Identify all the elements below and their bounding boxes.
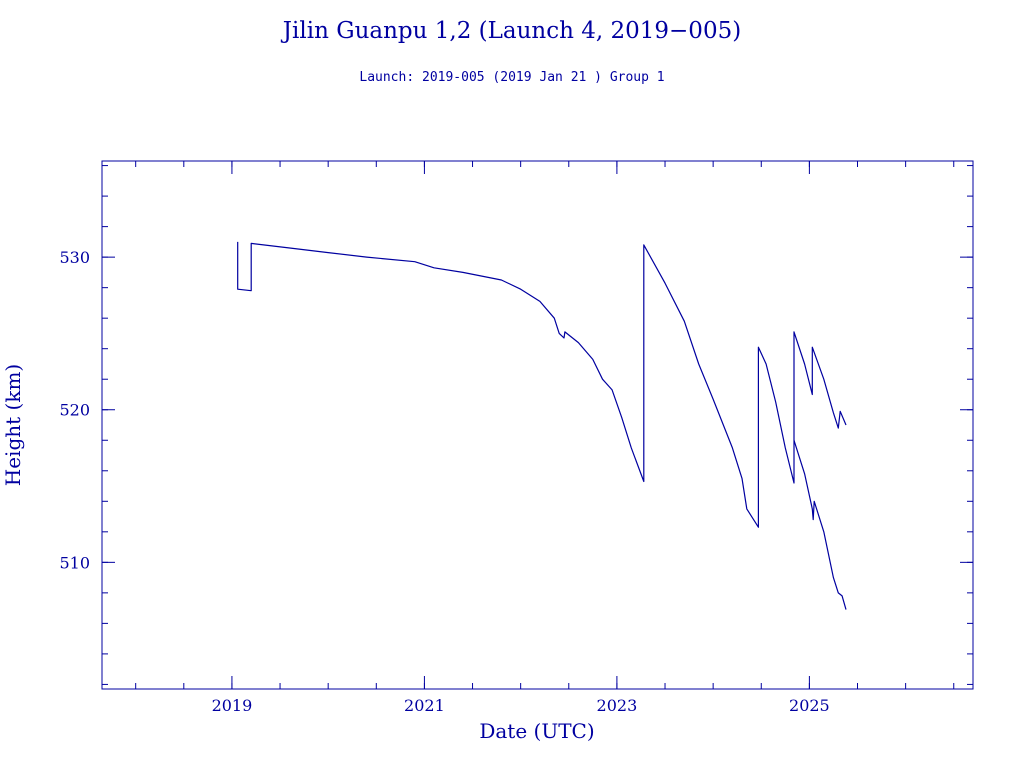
chart-title: Jilin Guanpu 1,2 (Launch 4, 2019−005) — [281, 18, 741, 44]
chart-subtitle: Launch: 2019-005 (2019 Jan 21 ) Group 1 — [359, 70, 664, 85]
x-tick-label: 2025 — [789, 696, 830, 715]
series-line-1 — [237, 241, 847, 528]
y-tick-label: 510 — [59, 553, 90, 572]
x-tick-label: 2019 — [212, 696, 253, 715]
y-tick-label: 520 — [59, 401, 90, 420]
series-line-2 — [793, 440, 847, 610]
axis-ticks: 2019 2021 2023 2025 510 520 530 — [59, 161, 973, 715]
x-tick-label: 2021 — [404, 696, 445, 715]
y-tick-label: 530 — [59, 248, 90, 267]
x-axis-label: Date (UTC) — [479, 719, 594, 743]
plot-frame — [101, 160, 974, 690]
y-axis-label: Height (km) — [1, 364, 25, 486]
x-tick-label: 2023 — [597, 696, 638, 715]
series-group — [237, 241, 847, 610]
